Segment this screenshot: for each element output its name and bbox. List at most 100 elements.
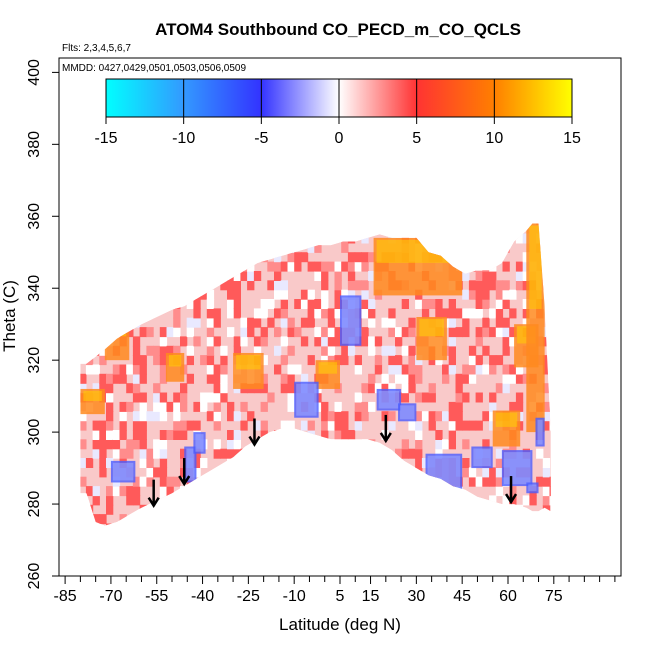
- heatmap-cell: [401, 392, 409, 403]
- cold-halo: [296, 383, 317, 416]
- heatmap-cell: [314, 308, 322, 319]
- heatmap-cell: [126, 327, 134, 338]
- heatmap-cell: [267, 280, 275, 291]
- x-tick-label: -70: [99, 588, 122, 605]
- heatmap-cell: [462, 373, 470, 384]
- y-tick-label: 300: [26, 419, 43, 446]
- heatmap-cell: [489, 242, 497, 253]
- heatmap-cell: [556, 299, 563, 309]
- heatmap-cell: [354, 224, 362, 235]
- heatmap-cell: [267, 486, 275, 497]
- heatmap-cell: [536, 223, 544, 225]
- heatmap-cell: [287, 383, 295, 394]
- heatmap-cell: [556, 524, 563, 534]
- heatmap-cell: [274, 458, 282, 468]
- heatmap-cell: [307, 233, 315, 244]
- heatmap-cell: [327, 504, 336, 515]
- heatmap-cell: [112, 252, 121, 263]
- heatmap-cell: [213, 448, 221, 459]
- heatmap-cell: [106, 280, 114, 291]
- heatmap-cell: [112, 448, 121, 459]
- heatmap-cell: [106, 411, 114, 422]
- heatmap-cell: [132, 355, 141, 366]
- heatmap-cell: [99, 271, 107, 281]
- heatmap-cell: [307, 486, 315, 497]
- heatmap-cell: [482, 411, 490, 422]
- heatmap-cell: [468, 373, 477, 384]
- heatmap-cell: [347, 458, 356, 468]
- heatmap-cell: [334, 336, 342, 347]
- heatmap-cell: [139, 308, 147, 319]
- heatmap-cell: [354, 458, 362, 468]
- heatmap-cell: [549, 355, 551, 366]
- heatmap-cell: [442, 223, 450, 225]
- heatmap-cell: [72, 374, 79, 384]
- heatmap-cell: [287, 261, 295, 272]
- heatmap-cell: [119, 401, 127, 412]
- heatmap-cell: [132, 383, 141, 394]
- heatmap-cell: [314, 495, 322, 506]
- heatmap-cell: [388, 364, 396, 375]
- heatmap-cell: [186, 420, 194, 431]
- heatmap-cell: [80, 514, 87, 525]
- heatmap-cell: [240, 467, 248, 478]
- heatmap-cell: [287, 401, 295, 412]
- heatmap-cell: [388, 224, 396, 235]
- heatmap-cell: [139, 439, 147, 450]
- heatmap-cell: [280, 224, 288, 235]
- heatmap-cell: [106, 252, 114, 263]
- heatmap-cell: [542, 401, 551, 412]
- heatmap-cell: [468, 345, 477, 356]
- heatmap-cell: [99, 373, 107, 384]
- heatmap-cell: [341, 223, 349, 225]
- heatmap-cell: [186, 327, 194, 338]
- heatmap-cell: [294, 261, 302, 272]
- heatmap-cell: [448, 308, 456, 319]
- heatmap-cell: [186, 504, 194, 515]
- heatmap-cell: [321, 430, 329, 440]
- heatmap-cell: [556, 355, 563, 365]
- heatmap-cell: [374, 224, 383, 235]
- heatmap-cell: [428, 233, 436, 244]
- heatmap-cell: [132, 495, 141, 506]
- heatmap-cell: [549, 401, 551, 412]
- heatmap-cell: [347, 289, 356, 300]
- heatmap-cell: [66, 383, 73, 393]
- heatmap-cell: [361, 448, 369, 459]
- heatmap-cell: [166, 233, 174, 244]
- heatmap-cell: [321, 289, 329, 300]
- heatmap-cell: [132, 439, 141, 450]
- heatmap-cell: [213, 364, 221, 375]
- heatmap-cell: [509, 364, 517, 375]
- heatmap-cell: [489, 364, 497, 375]
- heatmap-cell: [220, 364, 228, 375]
- heatmap-cell: [240, 252, 248, 263]
- heatmap-cell: [448, 430, 456, 440]
- heatmap-cell: [159, 504, 168, 515]
- colorbar-tick-label: 15: [563, 130, 581, 147]
- heatmap-cell: [361, 523, 369, 526]
- heatmap-cell: [193, 504, 201, 515]
- heatmap-cell: [146, 476, 154, 487]
- heatmap-cell: [240, 317, 248, 328]
- heatmap-cell: [341, 430, 349, 440]
- heatmap-cell: [556, 477, 563, 487]
- heatmap-cell: [66, 421, 73, 431]
- heatmap-cell: [260, 373, 268, 384]
- heatmap-cell: [361, 486, 369, 497]
- heatmap-cell: [260, 336, 268, 347]
- heatmap-cell: [556, 495, 563, 505]
- heatmap-cell: [119, 448, 127, 459]
- heatmap-cell: [475, 336, 483, 347]
- heatmap-cell: [468, 355, 477, 366]
- heatmap-cell: [401, 224, 409, 235]
- heatmap-cell: [327, 224, 336, 235]
- heatmap-cell: [159, 364, 168, 375]
- heatmap-cell: [388, 495, 396, 506]
- heatmap-cell: [166, 495, 174, 506]
- heatmap-cell: [482, 233, 490, 244]
- heatmap-cell: [421, 514, 430, 525]
- heatmap-cell: [274, 308, 282, 319]
- heatmap-cell: [206, 476, 215, 487]
- heatmap-cell: [495, 383, 504, 394]
